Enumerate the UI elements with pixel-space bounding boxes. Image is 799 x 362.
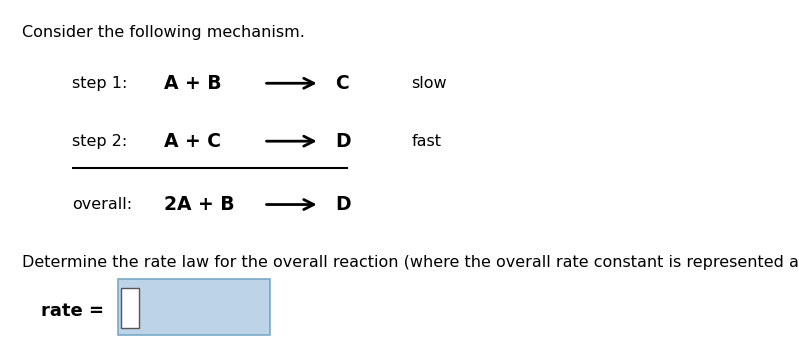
Text: A + B: A + B bbox=[164, 74, 221, 93]
Text: overall:: overall: bbox=[72, 197, 132, 212]
Text: Consider the following mechanism.: Consider the following mechanism. bbox=[22, 25, 304, 40]
Text: step 1:: step 1: bbox=[72, 76, 127, 91]
Text: rate =: rate = bbox=[41, 302, 104, 320]
Text: D: D bbox=[336, 132, 352, 151]
Text: step 2:: step 2: bbox=[72, 134, 127, 149]
Text: 2A + B: 2A + B bbox=[164, 195, 234, 214]
Text: D: D bbox=[336, 195, 352, 214]
Text: fast: fast bbox=[411, 134, 442, 149]
Text: C: C bbox=[336, 74, 349, 93]
Text: slow: slow bbox=[411, 76, 447, 91]
Text: A + C: A + C bbox=[164, 132, 221, 151]
Text: Determine the rate law for the overall reaction (where the overall rate constant: Determine the rate law for the overall r… bbox=[22, 255, 799, 270]
